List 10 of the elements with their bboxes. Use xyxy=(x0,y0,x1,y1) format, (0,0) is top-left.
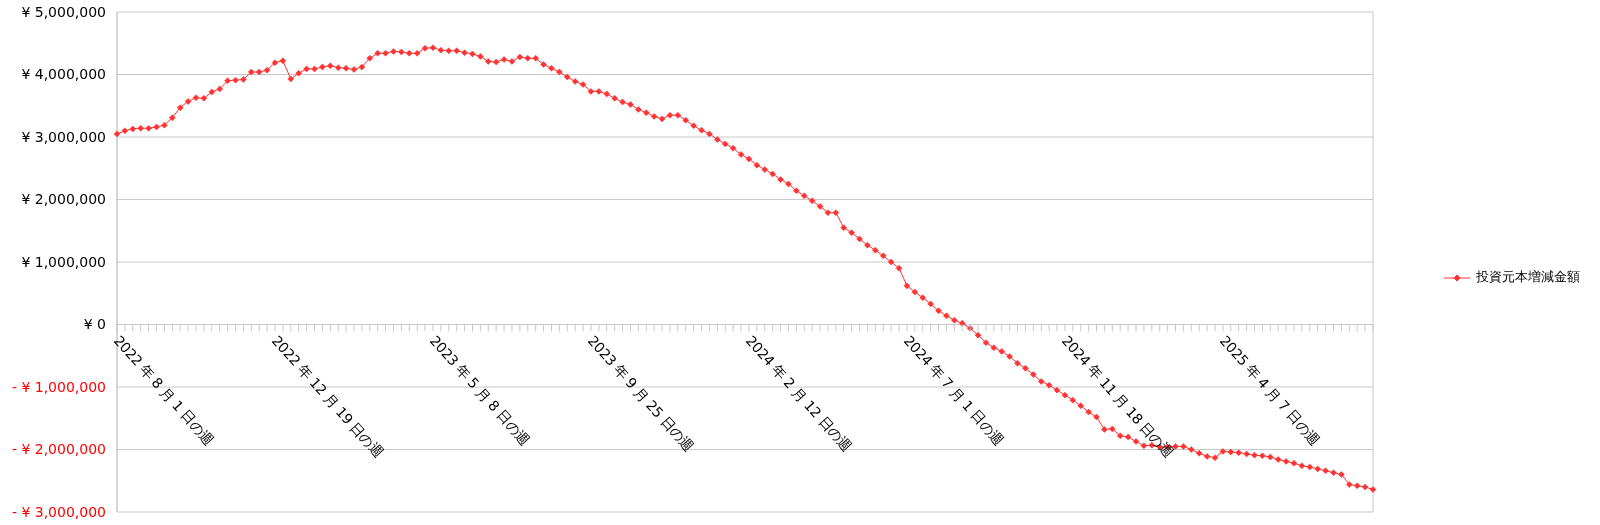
y-tick-label: - ¥ 2,000,000 xyxy=(11,441,106,458)
y-tick-label: ¥ 5,000,000 xyxy=(21,3,106,20)
y-tick-label: ¥ 1,000,000 xyxy=(21,253,106,270)
y-tick-label: ¥ 0 xyxy=(83,316,106,333)
y-tick-label: - ¥ 3,000,000 xyxy=(11,503,106,520)
y-tick-label: ¥ 4,000,000 xyxy=(21,66,106,83)
y-tick-label: ¥ 2,000,000 xyxy=(21,191,106,208)
y-tick-label: - ¥ 1,000,000 xyxy=(11,378,106,395)
y-tick-label: ¥ 3,000,000 xyxy=(21,128,106,145)
legend-label: 投資元本増減金額 xyxy=(1476,269,1580,286)
